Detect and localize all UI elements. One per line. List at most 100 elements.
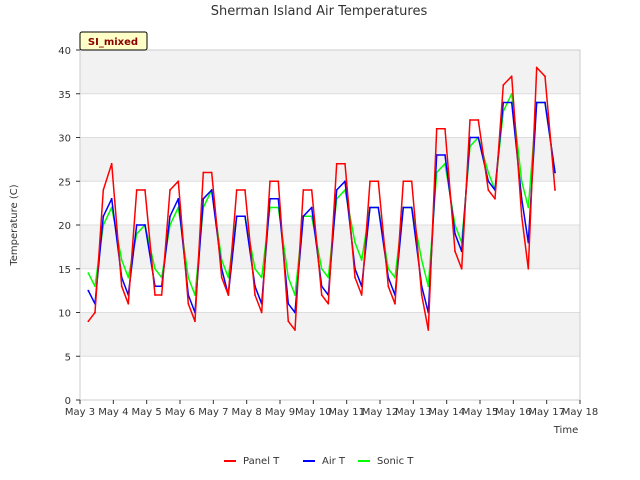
annotation-box: SI_mixed xyxy=(79,31,148,51)
data-point-panel-t xyxy=(335,162,338,165)
data-point-air-t xyxy=(110,197,113,200)
data-point-panel-t xyxy=(227,294,230,296)
data-point-sonic-t xyxy=(187,276,190,279)
data-point-panel-t xyxy=(254,294,256,296)
data-point-sonic-t xyxy=(327,276,330,279)
plot-band xyxy=(80,181,580,225)
data-point-air-t xyxy=(377,206,380,209)
data-point-air-t xyxy=(410,206,413,209)
plot-band xyxy=(80,137,580,182)
data-point-panel-t xyxy=(544,75,546,78)
x-tick-label: May 7 xyxy=(198,407,228,418)
data-point-panel-t xyxy=(377,180,380,183)
data-point-air-t xyxy=(335,189,338,191)
x-axis-label: Time xyxy=(553,425,578,436)
data-point-air-t xyxy=(402,206,405,209)
x-axis: May 3 May 4 May 5 May 6 May 7 May 8 May 9 May 1… xyxy=(65,400,598,418)
legend: Panel T Air T Sonic T xyxy=(224,456,414,467)
data-point-panel-t xyxy=(94,311,96,314)
chart-title: Sherman Island Air Temperatures xyxy=(211,4,428,19)
data-point-sonic-t xyxy=(227,276,230,279)
data-point-panel-t xyxy=(460,267,463,270)
data-point-sonic-t xyxy=(294,294,296,296)
data-point-sonic-t xyxy=(354,241,356,244)
x-tick-label: May 9 xyxy=(265,407,295,418)
data-point-panel-t xyxy=(510,75,513,78)
annotation-text: SI_mixed xyxy=(88,37,138,48)
data-point-panel-t xyxy=(320,294,323,296)
data-point-panel-t xyxy=(154,294,156,296)
data-point-panel-t xyxy=(427,329,430,331)
data-point-sonic-t xyxy=(287,276,290,279)
data-point-panel-t xyxy=(369,180,371,183)
data-point-air-t xyxy=(87,289,90,292)
data-point-air-t xyxy=(444,154,446,156)
data-point-air-t xyxy=(510,101,513,104)
data-point-sonic-t xyxy=(320,267,323,270)
data-point-sonic-t xyxy=(260,276,263,279)
data-point-panel-t xyxy=(502,84,505,86)
plot-band xyxy=(80,356,580,400)
data-point-sonic-t xyxy=(94,285,96,288)
data-point-sonic-t xyxy=(154,267,156,270)
data-point-panel-t xyxy=(220,276,223,279)
y-axis: 0 5 10 15 20 25 30 35 40 xyxy=(58,46,80,407)
x-tick-label: May 18 xyxy=(562,407,599,418)
data-point-panel-t xyxy=(420,294,423,296)
series-layer xyxy=(87,66,556,331)
data-point-panel-t xyxy=(520,215,523,218)
x-tick-label: May 15 xyxy=(462,407,499,418)
data-point-air-t xyxy=(502,101,505,104)
data-point-air-t xyxy=(210,189,213,191)
data-point-panel-t xyxy=(302,189,305,191)
data-point-air-t xyxy=(287,302,290,305)
data-point-panel-t xyxy=(527,267,530,270)
data-point-panel-t xyxy=(477,119,480,121)
data-point-air-t xyxy=(369,206,371,209)
data-point-air-t xyxy=(554,171,556,174)
data-point-panel-t xyxy=(210,171,213,174)
data-point-panel-t xyxy=(360,294,363,296)
data-point-air-t xyxy=(535,101,538,104)
data-point-air-t xyxy=(169,215,171,218)
x-tick-label: May 13 xyxy=(395,407,432,418)
data-point-panel-t xyxy=(469,119,471,121)
data-point-panel-t xyxy=(160,294,163,296)
data-point-panel-t xyxy=(554,189,556,191)
data-point-air-t xyxy=(302,215,305,218)
data-point-panel-t xyxy=(135,189,138,191)
data-point-panel-t xyxy=(435,127,438,130)
data-point-panel-t xyxy=(354,276,356,279)
data-point-panel-t xyxy=(277,180,280,183)
data-point-air-t xyxy=(544,101,546,104)
data-point-panel-t xyxy=(387,285,390,288)
data-point-air-t xyxy=(235,215,238,218)
data-point-panel-t xyxy=(169,189,171,191)
x-tick-label: May 14 xyxy=(428,407,465,418)
x-tick-label: May 5 xyxy=(132,407,162,418)
data-point-air-t xyxy=(244,215,246,218)
data-point-panel-t xyxy=(454,250,456,253)
plot-band xyxy=(80,50,580,94)
y-tick-label: 40 xyxy=(58,46,71,57)
data-point-air-t xyxy=(344,180,346,183)
x-tick-label: May 3 xyxy=(65,407,95,418)
data-point-panel-t xyxy=(87,320,90,323)
data-point-panel-t xyxy=(187,302,190,305)
legend-label: Panel T xyxy=(243,456,280,467)
data-point-panel-t xyxy=(102,189,105,191)
legend-label: Sonic T xyxy=(377,456,414,467)
data-point-panel-t xyxy=(310,189,313,191)
data-point-air-t xyxy=(477,136,480,139)
data-point-sonic-t xyxy=(487,171,490,174)
y-tick-label: 20 xyxy=(58,221,71,232)
data-point-air-t xyxy=(310,206,313,209)
data-point-panel-t xyxy=(410,180,413,183)
x-tick-label: May 12 xyxy=(362,407,399,418)
data-point-sonic-t xyxy=(527,206,530,209)
y-tick-label: 10 xyxy=(58,309,71,320)
y-tick-label: 30 xyxy=(58,134,71,145)
data-point-sonic-t xyxy=(387,267,390,270)
x-tick-label: May 4 xyxy=(98,407,128,418)
x-tick-label: May 10 xyxy=(295,407,332,418)
